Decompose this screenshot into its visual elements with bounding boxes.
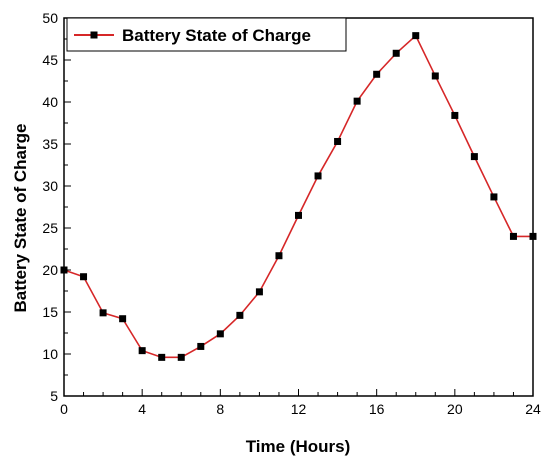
y-tick-label: 10 <box>42 346 58 362</box>
y-tick-label: 15 <box>42 304 58 320</box>
legend-marker <box>90 31 98 39</box>
data-point <box>80 273 88 281</box>
data-point <box>119 315 127 323</box>
y-tick-labels: 5 10 15 20 25 30 35 40 45 50 <box>42 10 58 404</box>
data-point <box>138 347 146 355</box>
y-tick-label: 20 <box>42 262 58 278</box>
y-tick-label: 30 <box>42 178 58 194</box>
data-point <box>470 153 478 161</box>
data-point <box>99 309 107 317</box>
legend-label: Battery State of Charge <box>122 26 311 45</box>
y-tick-label: 45 <box>42 52 58 68</box>
data-point <box>275 252 283 260</box>
x-tick-label: 8 <box>216 401 224 417</box>
data-point <box>60 266 68 274</box>
data-point <box>255 288 263 296</box>
data-point <box>295 211 302 219</box>
legend: Battery State of Charge <box>66 17 347 52</box>
data-point <box>216 330 224 338</box>
x-axis-title: Time (Hours) <box>246 437 351 456</box>
data-point <box>314 172 322 180</box>
x-tick-label: 0 <box>60 401 68 417</box>
data-point <box>177 353 185 361</box>
series-group <box>60 32 537 361</box>
series-line <box>63 34 533 359</box>
data-point <box>490 193 498 201</box>
x-tick-labels: 0 4 8 12 16 20 24 <box>60 401 541 417</box>
data-point <box>451 111 459 119</box>
x-tick-label: 24 <box>525 401 541 417</box>
data-point <box>431 72 439 80</box>
data-point <box>353 97 361 105</box>
data-point <box>392 49 400 57</box>
data-point <box>529 232 537 240</box>
data-point <box>334 137 342 145</box>
data-point <box>236 311 244 319</box>
data-point <box>197 342 205 350</box>
y-tick-label: 25 <box>42 220 58 236</box>
y-tick-label: 35 <box>42 136 58 152</box>
y-tick-label: 50 <box>42 10 58 26</box>
x-tick-label: 12 <box>291 401 307 417</box>
x-tick-label: 20 <box>447 401 463 417</box>
data-point <box>509 232 517 240</box>
data-point <box>412 32 420 40</box>
y-tick-label: 40 <box>42 94 58 110</box>
data-point <box>373 70 381 78</box>
y-tick-label: 5 <box>50 388 58 404</box>
data-point <box>158 353 166 361</box>
y-axis-title: Battery State of Charge <box>11 124 30 313</box>
x-tick-label: 16 <box>369 401 385 417</box>
x-tick-label: 4 <box>138 401 146 417</box>
